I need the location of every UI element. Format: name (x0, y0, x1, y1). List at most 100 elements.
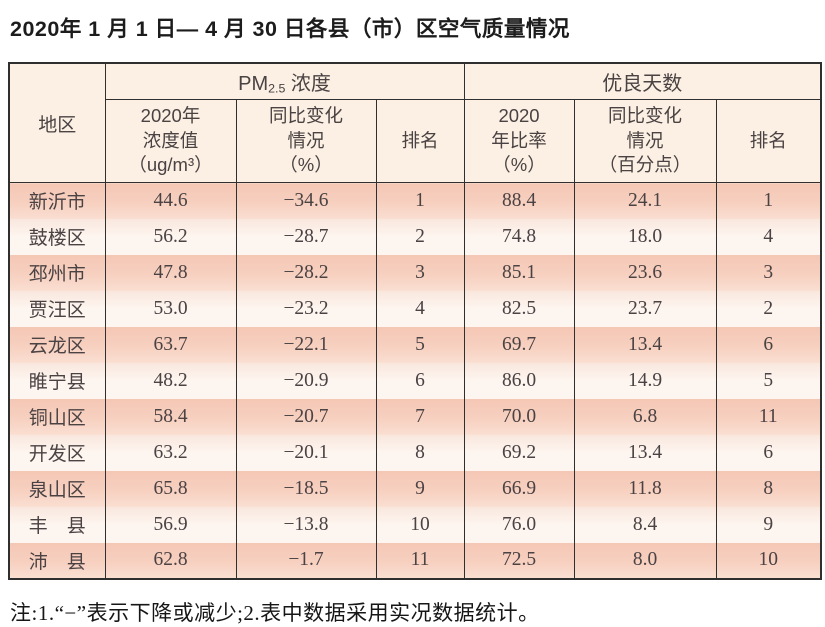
cell-good-change: 8.4 (573, 506, 717, 543)
cell-pm-value: 44.6 (104, 182, 236, 219)
header-good-days-group: 优良天数 (463, 63, 822, 100)
page-title: 2020年 1 月 1 日— 4 月 30 日各县（市）区空气质量情况 (10, 17, 570, 41)
cell-good-rate: 86.0 (463, 362, 575, 399)
cell-pm-rank: 11 (375, 542, 465, 579)
cell-pm-rank: 10 (375, 506, 465, 543)
header-region: 地区 (8, 63, 105, 183)
cell-good-change: 23.6 (573, 254, 717, 291)
cell-pm-rank: 3 (375, 254, 465, 291)
cell-pm-value: 56.9 (104, 506, 236, 543)
cell-good-change: 18.0 (573, 218, 717, 255)
header-group-row: 地区 PM2.5 浓度 优良天数 (8, 63, 822, 183)
cell-region: 新沂市 (8, 182, 105, 219)
cell-pm-change: −20.1 (235, 434, 376, 471)
table-row: 新沂市 44.6 −34.6 1 88.4 24.1 1 (8, 182, 822, 219)
cell-pm-change: −20.7 (235, 398, 376, 435)
table-row: 丰 县 56.9 −13.8 10 76.0 8.4 9 (8, 506, 822, 543)
header-pm25-group: PM2.5 浓度 (104, 63, 465, 100)
cell-good-rank: 11 (715, 398, 822, 435)
cell-region: 贾汪区 (8, 290, 105, 327)
cell-pm-value: 58.4 (104, 398, 236, 435)
cell-region: 鼓楼区 (8, 218, 105, 255)
table-row: 开发区 63.2 −20.1 8 69.2 13.4 6 (8, 434, 822, 471)
cell-region: 泉山区 (8, 470, 105, 507)
cell-pm-change: −20.9 (235, 362, 376, 399)
cell-region: 铜山区 (8, 398, 105, 435)
cell-pm-rank: 6 (375, 362, 465, 399)
cell-pm-change: −34.6 (235, 182, 376, 219)
cell-pm-change: −28.7 (235, 218, 376, 255)
cell-pm-value: 53.0 (104, 290, 236, 327)
cell-good-rate: 70.0 (463, 398, 575, 435)
table-row: 铜山区 58.4 −20.7 7 70.0 6.8 11 (8, 398, 822, 435)
cell-good-rate: 82.5 (463, 290, 575, 327)
cell-good-rank: 1 (715, 182, 822, 219)
cell-pm-change: −18.5 (235, 470, 376, 507)
cell-good-rank: 6 (715, 326, 822, 363)
cell-good-rate: 74.8 (463, 218, 575, 255)
cell-good-rank: 10 (715, 542, 822, 579)
cell-good-change: 23.7 (573, 290, 717, 327)
cell-pm-value: 63.7 (104, 326, 236, 363)
cell-pm-value: 65.8 (104, 470, 236, 507)
cell-pm-rank: 1 (375, 182, 465, 219)
pm25-subscript: 2.5 (268, 81, 286, 96)
cell-pm-value: 62.8 (104, 542, 236, 579)
header-good-rank: 排名 (715, 99, 822, 183)
table-row: 睢宁县 48.2 −20.9 6 86.0 14.9 5 (8, 362, 822, 399)
footnote: 注:1.“−”表示下降或减少;2.表中数据采用实况数据统计。 (10, 600, 540, 625)
pm25-prefix: PM (238, 73, 269, 95)
header-sub-row: 2020年 浓度值 （ug/m³） 同比变化 情况 （%） 排名 2020 年比… (9, 99, 822, 183)
cell-region: 云龙区 (8, 326, 105, 363)
cell-good-rate: 69.2 (463, 434, 575, 471)
cell-pm-rank: 5 (375, 326, 465, 363)
cell-region: 睢宁县 (8, 362, 105, 399)
cell-good-change: 13.4 (573, 326, 717, 363)
cell-good-rate: 72.5 (463, 542, 575, 579)
cell-region: 开发区 (8, 434, 105, 471)
cell-pm-change: −28.2 (235, 254, 376, 291)
cell-good-rate: 88.4 (463, 182, 575, 219)
cell-good-rate: 76.0 (463, 506, 575, 543)
cell-pm-rank: 4 (375, 290, 465, 327)
cell-pm-rank: 8 (375, 434, 465, 471)
cell-region: 丰 县 (8, 506, 105, 543)
cell-pm-change: −1.7 (235, 542, 376, 579)
header-pm-value: 2020年 浓度值 （ug/m³） (104, 99, 236, 183)
header-pm-rank: 排名 (375, 99, 465, 183)
cell-pm-rank: 7 (375, 398, 465, 435)
table-body: 新沂市 44.6 −34.6 1 88.4 24.1 1 鼓楼区 56.2 −28.7 2 74.8 1… (8, 182, 822, 579)
cell-good-rate: 85.1 (463, 254, 575, 291)
header-good-change: 同比变化 情况 （百分点） (573, 99, 717, 183)
header-pm-change: 同比变化 情况 （%） (235, 99, 376, 183)
table-row: 泉山区 65.8 −18.5 9 66.9 11.8 8 (8, 470, 822, 507)
cell-good-rank: 3 (715, 254, 822, 291)
cell-pm-value: 63.2 (104, 434, 236, 471)
cell-good-change: 6.8 (573, 398, 717, 435)
air-quality-table: 地区 PM2.5 浓度 优良天数 2020年 浓度值 （ug/m³） 同比变化 … (8, 62, 823, 580)
header-good-rate: 2020 年比率 （%） (463, 99, 575, 183)
cell-pm-change: −23.2 (235, 290, 376, 327)
cell-pm-value: 56.2 (104, 218, 236, 255)
cell-good-change: 24.1 (573, 182, 717, 219)
cell-good-change: 8.0 (573, 542, 717, 579)
cell-good-rate: 66.9 (463, 470, 575, 507)
cell-good-rate: 69.7 (463, 326, 575, 363)
pm25-suffix: 浓度 (285, 73, 331, 95)
table-header: 地区 PM2.5 浓度 优良天数 2020年 浓度值 （ug/m³） 同比变化 … (8, 63, 822, 183)
cell-region: 邳州市 (8, 254, 105, 291)
table-row: 云龙区 63.7 −22.1 5 69.7 13.4 6 (8, 326, 822, 363)
cell-good-rank: 5 (715, 362, 822, 399)
table-row: 沛 县 62.8 −1.7 11 72.5 8.0 10 (8, 542, 822, 579)
cell-pm-change: −22.1 (235, 326, 376, 363)
cell-good-rank: 9 (715, 506, 822, 543)
cell-pm-rank: 9 (375, 470, 465, 507)
cell-good-rank: 8 (715, 470, 822, 507)
cell-pm-rank: 2 (375, 218, 465, 255)
cell-good-rank: 6 (715, 434, 822, 471)
cell-pm-value: 47.8 (104, 254, 236, 291)
table-row: 邳州市 47.8 −28.2 3 85.1 23.6 3 (8, 254, 822, 291)
cell-good-change: 14.9 (573, 362, 717, 399)
cell-good-rank: 4 (715, 218, 822, 255)
